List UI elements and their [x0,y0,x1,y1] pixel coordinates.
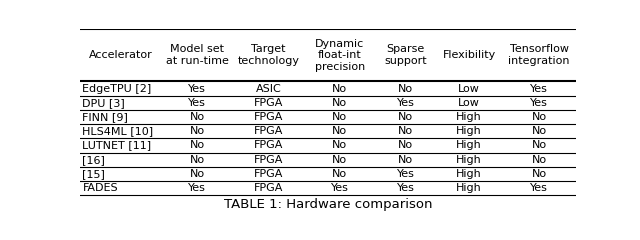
Text: High: High [456,183,482,193]
Text: FPGA: FPGA [254,183,284,193]
Text: Tensorflow
integration: Tensorflow integration [508,44,570,66]
Text: No: No [332,126,348,136]
Text: No: No [398,112,413,122]
Text: Yes: Yes [188,84,206,94]
Text: No: No [190,126,205,136]
Text: High: High [456,169,482,179]
Text: FADES: FADES [83,183,118,193]
Text: High: High [456,112,482,122]
Text: No: No [332,140,348,150]
Text: Yes: Yes [397,98,415,108]
Text: Model set
at run-time: Model set at run-time [166,44,229,66]
Text: Sparse
support: Sparse support [385,44,427,66]
Text: ASIC: ASIC [256,84,282,94]
Text: No: No [332,112,348,122]
Text: Yes: Yes [331,183,349,193]
Text: No: No [531,140,547,150]
Text: FPGA: FPGA [254,126,284,136]
Text: No: No [531,126,547,136]
Text: Yes: Yes [530,183,548,193]
Text: No: No [531,169,547,179]
Text: No: No [332,169,348,179]
Text: Low: Low [458,98,480,108]
Text: FPGA: FPGA [254,140,284,150]
Text: Yes: Yes [530,98,548,108]
Text: No: No [190,140,205,150]
Text: No: No [190,112,205,122]
Text: FPGA: FPGA [254,98,284,108]
Text: Target
technology: Target technology [237,44,300,66]
Text: FPGA: FPGA [254,155,284,165]
Text: No: No [332,98,348,108]
Text: HLS4ML [10]: HLS4ML [10] [83,126,154,136]
Text: Yes: Yes [397,183,415,193]
Text: DPU [3]: DPU [3] [83,98,125,108]
Text: No: No [332,155,348,165]
Text: No: No [531,155,547,165]
Text: No: No [531,112,547,122]
Text: TABLE 1: Hardware comparison: TABLE 1: Hardware comparison [224,198,432,211]
Text: No: No [398,126,413,136]
Text: High: High [456,155,482,165]
Text: Yes: Yes [188,98,206,108]
Text: FPGA: FPGA [254,112,284,122]
Text: Yes: Yes [530,84,548,94]
Text: [15]: [15] [83,169,106,179]
Text: Accelerator: Accelerator [89,50,153,60]
Text: High: High [456,140,482,150]
Text: Yes: Yes [397,169,415,179]
Text: FPGA: FPGA [254,169,284,179]
Text: EdgeTPU [2]: EdgeTPU [2] [83,84,152,94]
Text: Flexibility: Flexibility [442,50,496,60]
Text: No: No [190,155,205,165]
Text: FINN [9]: FINN [9] [83,112,129,122]
Text: High: High [456,126,482,136]
Text: Low: Low [458,84,480,94]
Text: LUTNET [11]: LUTNET [11] [83,140,152,150]
Text: Yes: Yes [188,183,206,193]
Text: [16]: [16] [83,155,106,165]
Text: No: No [190,169,205,179]
Text: No: No [398,155,413,165]
Text: No: No [398,84,413,94]
Text: No: No [332,84,348,94]
Text: Dynamic
float-int
precision: Dynamic float-int precision [315,39,365,72]
Text: No: No [398,140,413,150]
